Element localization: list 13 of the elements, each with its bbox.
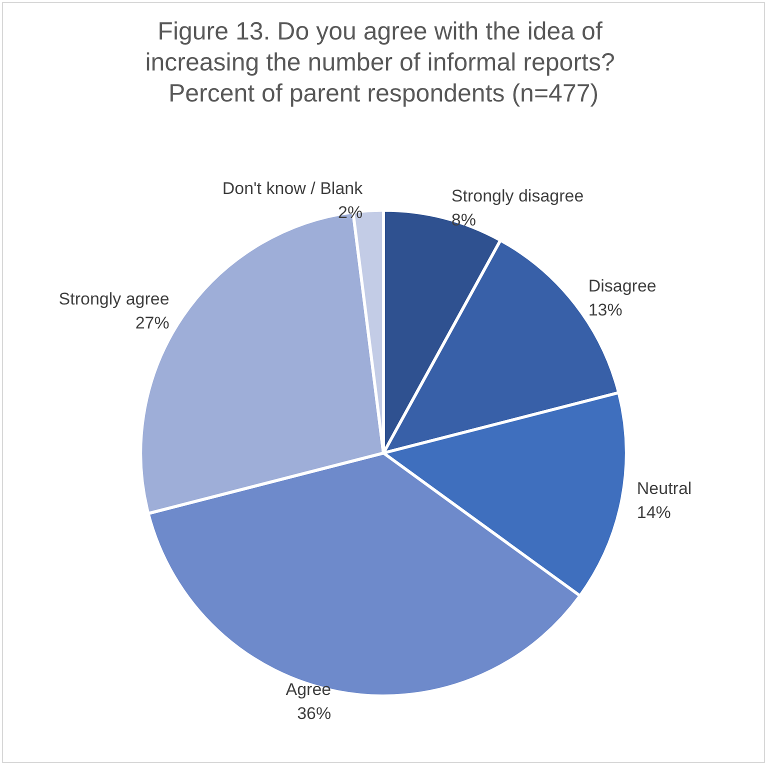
data-label: 36% (297, 704, 332, 723)
slice-label: Don't know / Blank (222, 179, 364, 198)
slice-label: Strongly disagree (451, 186, 584, 206)
data-label: 13% (588, 300, 622, 320)
chart-title: Figure 13. Do you agree with the idea of increasing the number of informal reports? Percent of parent respondents (n=477) (145, 18, 622, 108)
data-label: 14% (636, 502, 671, 522)
slice-label: Strongly agree (58, 289, 170, 308)
data-label: 8% (451, 210, 476, 230)
slice-label: Agree (286, 680, 332, 699)
slice-label: Neutral (636, 478, 692, 498)
data-label: 2% (338, 203, 363, 222)
slice-label: Disagree (588, 276, 656, 296)
data-label: 27% (135, 313, 170, 332)
